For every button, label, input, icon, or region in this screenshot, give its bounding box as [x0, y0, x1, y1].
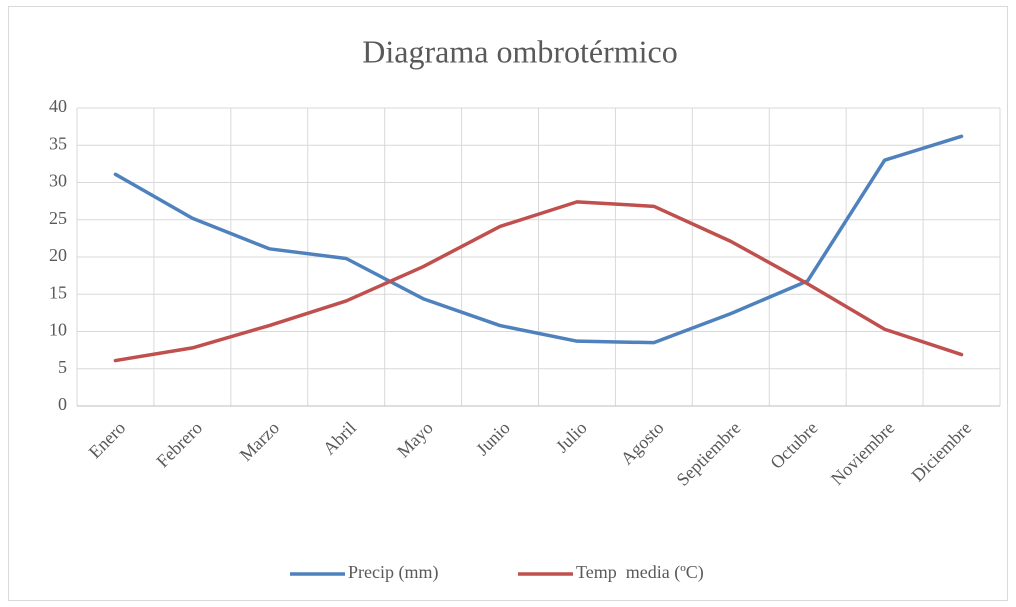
chart-title: Diagrama ombrotérmico: [362, 33, 677, 69]
y-tick-label: 20: [49, 245, 67, 265]
y-tick-label: 40: [49, 96, 67, 116]
y-tick-label: 30: [49, 171, 67, 191]
legend-label: Precip (mm): [348, 562, 438, 583]
chart-border: [8, 6, 1008, 601]
y-tick-label: 25: [49, 208, 67, 228]
series-line: [113, 134, 964, 345]
series-line: [113, 200, 964, 363]
legend-label: Temp media (ºC): [576, 562, 704, 583]
y-tick-label: 5: [58, 357, 67, 377]
y-tick-label: 0: [58, 394, 67, 414]
y-tick-label: 10: [49, 320, 67, 340]
y-tick-label: 15: [49, 282, 67, 302]
y-tick-label: 35: [49, 133, 67, 153]
